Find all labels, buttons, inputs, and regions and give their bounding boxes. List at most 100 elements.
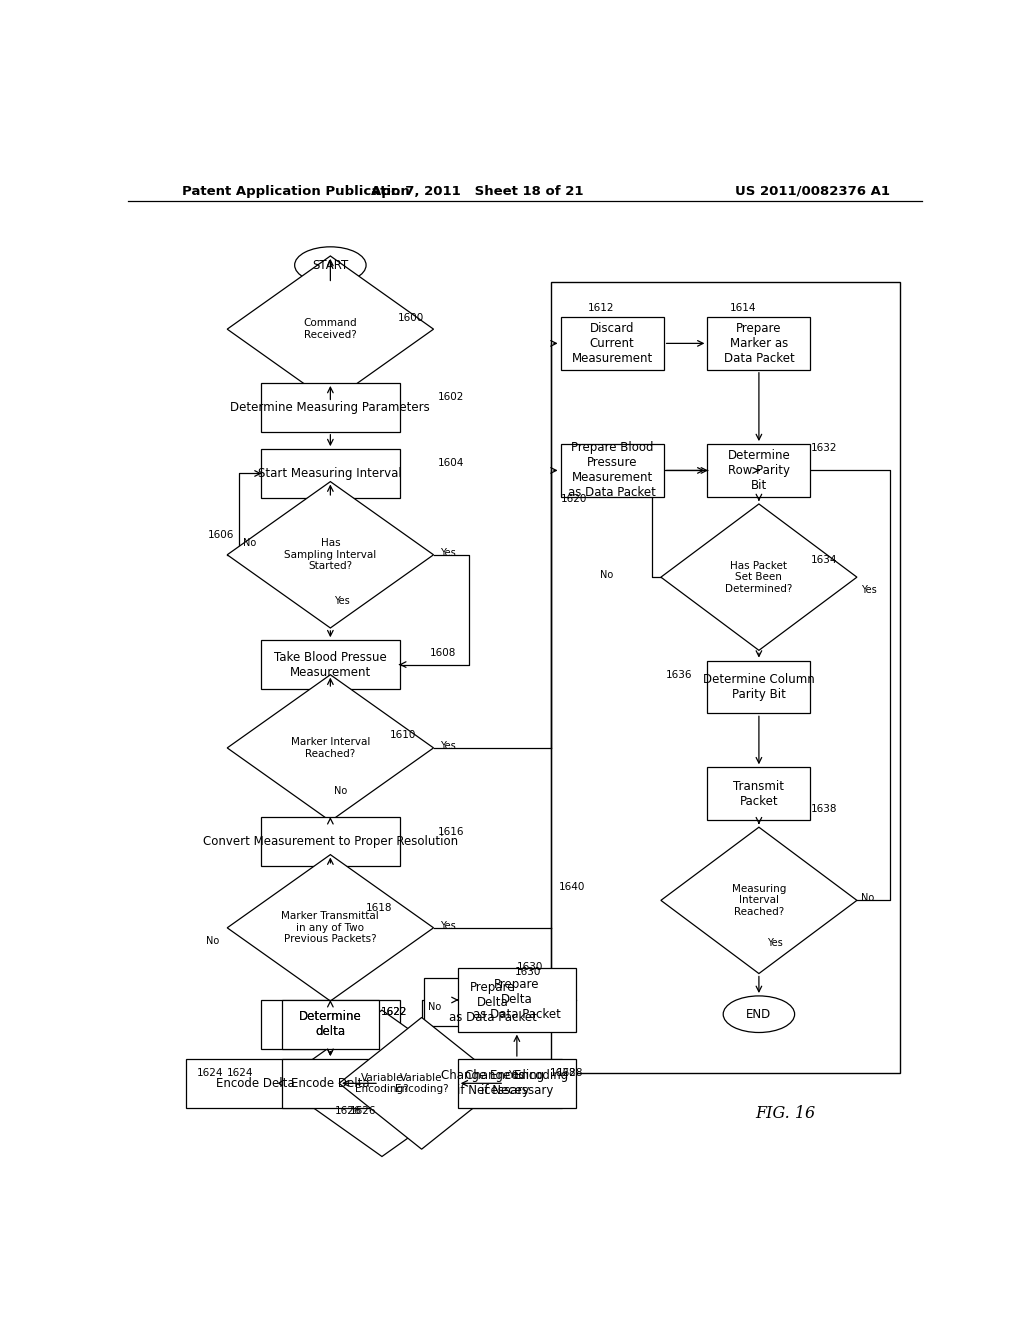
Text: Determine
delta: Determine delta [299, 1010, 361, 1039]
Bar [282, 1001, 379, 1049]
Text: Prepare
Delta
as Data Packet: Prepare Delta as Data Packet [450, 981, 537, 1023]
Text: 1626: 1626 [350, 1106, 377, 1115]
Bar [261, 640, 399, 689]
Text: Marker Interval
Reached?: Marker Interval Reached? [291, 737, 370, 759]
Text: Yes: Yes [861, 585, 877, 595]
Bar [261, 383, 399, 432]
Text: FIG. 16: FIG. 16 [755, 1105, 815, 1122]
Text: Yes: Yes [440, 741, 456, 751]
Bar [261, 1001, 399, 1049]
Bar [261, 817, 399, 866]
Text: Convert Measurement to Proper Resolution: Convert Measurement to Proper Resolution [203, 836, 458, 847]
Text: 1618: 1618 [367, 903, 392, 912]
Text: No: No [600, 570, 613, 579]
Bar [424, 1059, 562, 1107]
Text: No: No [244, 537, 257, 548]
Bar [282, 1059, 379, 1107]
Bar [708, 444, 811, 496]
Ellipse shape [723, 995, 795, 1032]
Bar [708, 317, 811, 370]
Polygon shape [227, 256, 433, 403]
Polygon shape [660, 504, 857, 651]
Bar [458, 1059, 575, 1107]
Text: 1628: 1628 [550, 1068, 577, 1078]
Text: 1630: 1630 [515, 966, 542, 977]
Bar [551, 282, 900, 1073]
Text: Has Packet
Set Been
Determined?: Has Packet Set Been Determined? [725, 561, 793, 594]
Text: 1620: 1620 [560, 494, 587, 504]
Text: Take Blood Pressue
Measurement: Take Blood Pressue Measurement [274, 651, 387, 678]
Polygon shape [660, 828, 857, 974]
Text: Prepare
Delta
as Data Packet: Prepare Delta as Data Packet [473, 978, 561, 1022]
Bar [560, 444, 664, 496]
Text: 1614: 1614 [729, 302, 756, 313]
Text: Prepare Blood
Pressure
Measurement
as Data Packet: Prepare Blood Pressure Measurement as Da… [568, 441, 656, 499]
Text: Prepare
Marker as
Data Packet: Prepare Marker as Data Packet [724, 322, 795, 364]
Text: Command
Received?: Command Received? [303, 318, 357, 341]
Text: Determine
Row Parity
Bit: Determine Row Parity Bit [727, 449, 791, 492]
Bar [261, 449, 399, 498]
Text: 1624: 1624 [197, 1068, 223, 1078]
Text: Yes: Yes [767, 939, 782, 948]
Text: Change Encoding
if Necessary: Change Encoding if Necessary [441, 1069, 545, 1097]
Polygon shape [227, 482, 433, 628]
Text: Encode Delta: Encode Delta [216, 1077, 294, 1090]
Text: 1622: 1622 [380, 1007, 407, 1018]
Bar [708, 660, 811, 713]
Text: Measuring
Interval
Reached?: Measuring Interval Reached? [732, 884, 786, 917]
Polygon shape [339, 1018, 504, 1150]
Text: Discard
Current
Measurement: Discard Current Measurement [571, 322, 652, 364]
Text: US 2011/0082376 A1: US 2011/0082376 A1 [735, 185, 890, 198]
Text: 1616: 1616 [437, 828, 464, 837]
Text: Variable
Encoding?: Variable Encoding? [395, 1073, 449, 1094]
Text: Yes: Yes [508, 1071, 524, 1080]
Text: 1634: 1634 [811, 554, 837, 565]
Bar [458, 969, 575, 1032]
Text: 1602: 1602 [437, 392, 464, 403]
Text: 1632: 1632 [811, 444, 837, 453]
Text: 1638: 1638 [811, 804, 837, 814]
Polygon shape [227, 675, 433, 821]
Text: 1628: 1628 [557, 1068, 583, 1078]
Bar [560, 317, 664, 370]
Text: Change Encoding
if Necessary: Change Encoding if Necessary [465, 1069, 568, 1097]
Text: 1610: 1610 [390, 730, 417, 739]
Text: 1604: 1604 [437, 458, 464, 469]
Text: START: START [312, 259, 348, 272]
Text: Marker Transmittal
in any of Two
Previous Packets?: Marker Transmittal in any of Two Previou… [282, 911, 379, 944]
Text: 1622: 1622 [380, 1007, 407, 1018]
Bar [708, 767, 811, 820]
Text: 1630: 1630 [517, 961, 544, 972]
Text: Determine Measuring Parameters: Determine Measuring Parameters [230, 401, 430, 414]
Text: 1608: 1608 [430, 648, 456, 659]
Text: 1606: 1606 [207, 529, 233, 540]
Text: 1600: 1600 [397, 313, 424, 323]
Text: 1636: 1636 [666, 669, 692, 680]
Text: No: No [334, 785, 347, 796]
Polygon shape [279, 1010, 485, 1156]
Text: 1626: 1626 [334, 1106, 360, 1115]
Text: Has
Sampling Interval
Started?: Has Sampling Interval Started? [285, 539, 377, 572]
Bar [185, 1059, 325, 1107]
Text: Variable
Encoding?: Variable Encoding? [355, 1073, 409, 1094]
Bar [424, 978, 562, 1027]
Ellipse shape [295, 247, 367, 284]
Text: Determine
delta: Determine delta [299, 1010, 361, 1039]
Text: 1640: 1640 [559, 882, 586, 892]
Text: Determine Column
Parity Bit: Determine Column Parity Bit [703, 673, 815, 701]
Text: Yes: Yes [440, 921, 456, 931]
Text: Patent Application Publication: Patent Application Publication [182, 185, 410, 198]
Text: Yes: Yes [334, 595, 350, 606]
Text: No: No [428, 1002, 441, 1012]
Text: No: No [206, 936, 219, 946]
Text: Transmit
Packet: Transmit Packet [733, 780, 784, 808]
Text: No: No [861, 894, 874, 903]
Text: END: END [746, 1007, 771, 1020]
Text: Apr. 7, 2011   Sheet 18 of 21: Apr. 7, 2011 Sheet 18 of 21 [371, 185, 584, 198]
Text: 1612: 1612 [588, 302, 614, 313]
Text: Yes: Yes [440, 548, 456, 558]
Text: 1624: 1624 [227, 1068, 254, 1078]
Text: Encode Delta: Encode Delta [291, 1077, 370, 1090]
Polygon shape [227, 854, 433, 1001]
Text: Start Measuring Interval: Start Measuring Interval [258, 467, 402, 480]
